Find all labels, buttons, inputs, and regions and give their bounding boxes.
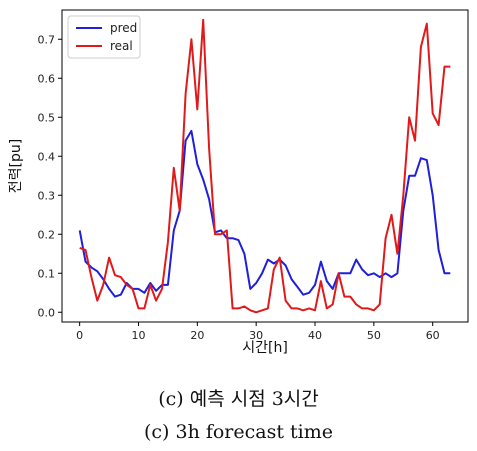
y-tick-label: 0.2: [38, 228, 56, 241]
line-chart: 0 10 20 30 40 50 60 0.0 0.1 0.2 0.3 0.4 0.5 0.6 0.7 p…: [8, 9, 469, 356]
caption-english: (c) 3h forecast time: [143, 421, 334, 443]
y-tick-label: 0.7: [38, 33, 56, 46]
y-axis-label: 전력[pu]: [8, 139, 24, 193]
x-tick-label: 40: [308, 329, 322, 342]
x-tick-label: 60: [426, 329, 440, 342]
x-axis-ticks: 0 10 20 30 40 50 60: [76, 322, 440, 342]
series-line-pred: [78, 129, 451, 298]
x-tick-label: 20: [190, 329, 204, 342]
legend-real-label: real: [110, 39, 133, 53]
legend-box: [67, 15, 141, 59]
y-tick-label: 0.5: [38, 111, 56, 124]
y-tick-label: 0.6: [38, 72, 56, 85]
y-tick-label: 0.3: [38, 189, 56, 202]
x-tick-label: 30: [249, 329, 263, 342]
x-tick-label: 0: [76, 329, 83, 342]
series-line-real: [79, 18, 451, 314]
x-tick-label: 50: [367, 329, 381, 342]
x-tick-label: 10: [131, 329, 145, 342]
series-layer: [78, 18, 451, 314]
y-tick-label: 0.4: [38, 150, 56, 163]
caption-korean: (c) 예측 시점 3시간: [158, 388, 319, 410]
y-tick-label: 0.0: [38, 306, 56, 319]
y-tick-label: 0.1: [38, 267, 56, 280]
plot-area: [61, 9, 469, 323]
x-axis-label: 시간[h]: [242, 340, 288, 356]
legend: pred real: [67, 15, 141, 59]
y-axis-ticks: 0.0 0.1 0.2 0.3 0.4 0.5 0.6 0.7: [38, 33, 62, 319]
legend-pred-label: pred: [110, 21, 137, 35]
